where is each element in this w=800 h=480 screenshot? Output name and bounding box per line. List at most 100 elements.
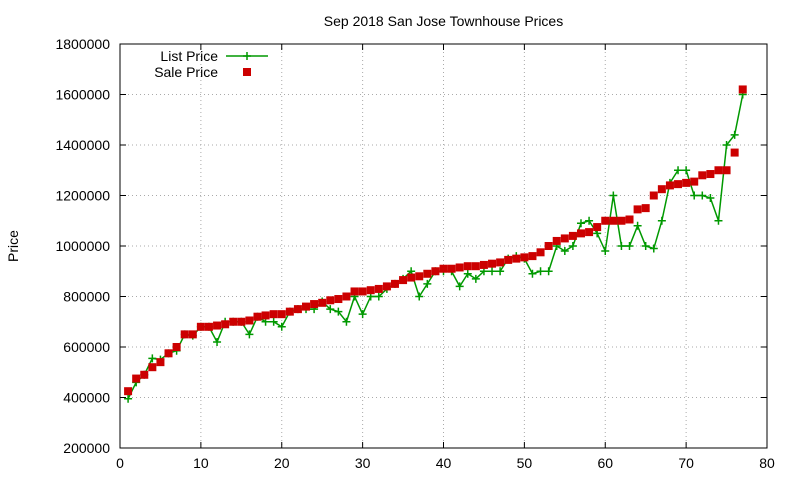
- data-point: [374, 292, 383, 301]
- data-point: [544, 242, 553, 250]
- data-point: [479, 260, 488, 269]
- data-point: [722, 166, 731, 175]
- data-point: [237, 317, 246, 326]
- data-point: [512, 254, 521, 263]
- data-point: [148, 354, 157, 363]
- y-tick-label: 1000000: [55, 238, 110, 254]
- data-point: [382, 282, 391, 291]
- data-point: [399, 276, 408, 285]
- data-point: [617, 242, 626, 250]
- data-point: [504, 255, 513, 264]
- data-point: [714, 216, 723, 225]
- x-tick-label: 20: [274, 455, 290, 471]
- y-tick-label: 800000: [63, 289, 110, 305]
- data-point: [253, 312, 262, 321]
- data-point: [423, 279, 432, 288]
- data-point: [633, 205, 642, 214]
- data-point: [261, 311, 270, 320]
- data-point: [544, 267, 553, 276]
- data-point: [334, 307, 343, 316]
- data-point: [358, 310, 367, 319]
- y-tick-label: 600000: [63, 339, 110, 355]
- data-point: [415, 272, 424, 281]
- data-point: [714, 166, 723, 175]
- data-point: [601, 216, 610, 225]
- data-point: [609, 216, 618, 225]
- y-tick-label: 400000: [63, 390, 110, 406]
- data-point: [229, 317, 238, 326]
- y-axis: 200000 400000 600000 800000 1000000 1200000 14…: [55, 36, 767, 456]
- data-point: [204, 322, 213, 331]
- data-point: [334, 295, 343, 304]
- data-point: [649, 191, 658, 200]
- data-point: [568, 231, 577, 240]
- data-point: [318, 298, 327, 307]
- x-tick-label: 50: [517, 455, 533, 471]
- data-point: [269, 317, 278, 326]
- legend: List Price Sale Price: [154, 48, 268, 80]
- data-point: [488, 259, 497, 268]
- data-point: [447, 264, 456, 273]
- data-point: [156, 358, 165, 367]
- data-point: [439, 264, 448, 273]
- legend-label-sale-price: Sale Price: [154, 64, 218, 80]
- data-point: [528, 252, 537, 261]
- data-point: [407, 273, 416, 282]
- x-tick-label: 80: [759, 455, 775, 471]
- data-point: [552, 236, 561, 245]
- x-tick-label: 0: [116, 455, 124, 471]
- data-point: [374, 284, 383, 293]
- data-point: [124, 387, 133, 396]
- data-point: [390, 279, 399, 288]
- data-point: [528, 269, 537, 278]
- data-point: [674, 166, 683, 175]
- data-point: [277, 322, 286, 331]
- data-point: [245, 330, 254, 339]
- x-axis: 0 10 20 30 40 50 60 70 80: [116, 44, 775, 471]
- data-point: [536, 248, 545, 257]
- data-point: [180, 330, 189, 339]
- data-point: [520, 253, 529, 262]
- data-point: [649, 244, 658, 253]
- data-point: [415, 292, 424, 301]
- x-tick-label: 30: [355, 455, 371, 471]
- x-tick-label: 70: [678, 455, 694, 471]
- data-point: [488, 267, 497, 276]
- data-point: [665, 181, 674, 190]
- data-point: [277, 310, 286, 319]
- data-point: [423, 269, 432, 278]
- data-point: [657, 185, 666, 194]
- data-point: [641, 204, 650, 213]
- data-point: [682, 166, 691, 175]
- data-point: [560, 247, 569, 256]
- data-point: [269, 310, 278, 319]
- data-point: [657, 216, 666, 225]
- data-point: [585, 216, 594, 225]
- x-tick-label: 60: [597, 455, 613, 471]
- data-point: [585, 228, 594, 237]
- data-point: [690, 191, 699, 200]
- series-line: [127, 94, 744, 400]
- data-point: [350, 287, 359, 296]
- data-point: [560, 234, 569, 243]
- data-point: [690, 177, 699, 186]
- grid-lines: [120, 44, 767, 448]
- data-point: [358, 287, 367, 296]
- data-point: [293, 305, 302, 314]
- data-point: [342, 317, 351, 326]
- data-point: [124, 394, 133, 403]
- data-point: [140, 370, 149, 379]
- data-point: [188, 330, 197, 339]
- legend-marker-list-price: [243, 52, 251, 60]
- data-point: [213, 321, 222, 330]
- data-point: [471, 274, 480, 283]
- data-point: [455, 282, 464, 291]
- data-point: [471, 262, 480, 271]
- data-point: [172, 343, 181, 351]
- data-point: [625, 242, 634, 250]
- data-point: [132, 374, 141, 383]
- data-point: [431, 267, 440, 276]
- data-point: [706, 170, 715, 179]
- data-point: [366, 286, 375, 295]
